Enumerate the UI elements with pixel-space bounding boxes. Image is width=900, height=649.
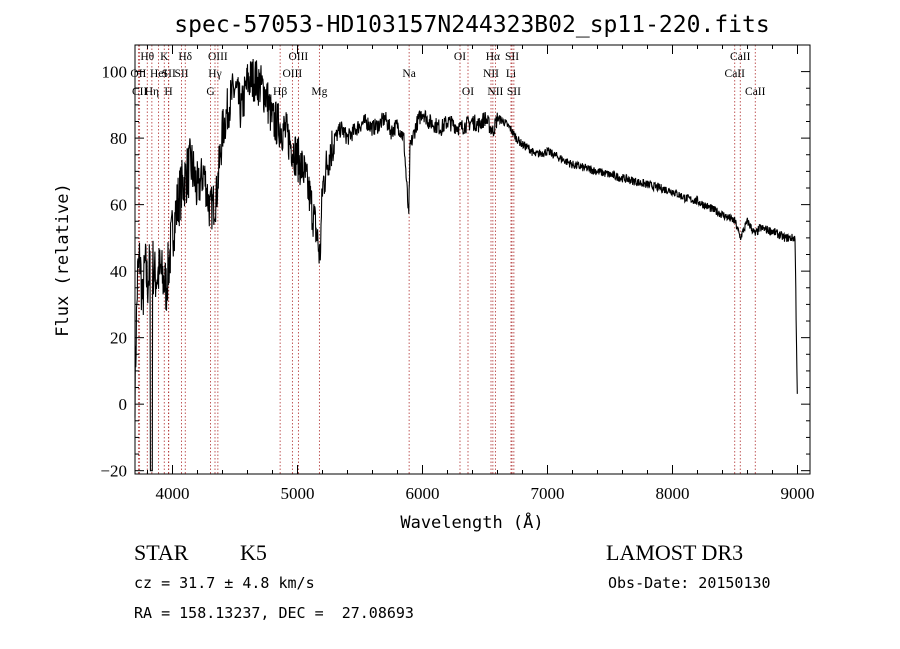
spectral-line-label: Hθ: [140, 51, 154, 63]
y-tick-label: 0: [119, 395, 128, 414]
spectral-line-label: SII: [162, 68, 176, 80]
redshift-readout: cz = 31.7 ± 4.8 km/s: [134, 574, 315, 592]
spectral-line-label: Li: [506, 68, 516, 80]
object-class: STAR: [134, 540, 189, 565]
plot-frame: [134, 44, 811, 475]
spectral-line-label: SII: [507, 86, 521, 98]
coordinates-readout: RA = 158.13237, DEC = 27.08693: [134, 604, 414, 622]
spectral-line-markers: [137, 45, 756, 474]
spectral-line-label: CaII: [730, 51, 751, 63]
x-tick-label: 5000: [281, 484, 315, 503]
survey-name: LAMOST DR3: [606, 540, 744, 565]
spectral-line-label: SII: [174, 68, 188, 80]
x-tick-label: 9000: [781, 484, 815, 503]
y-tick-label: 20: [110, 329, 127, 348]
spectral-line-label: OI: [462, 86, 474, 98]
observation-date: Obs-Date: 20150130: [608, 574, 771, 592]
spectral-line-label: H: [164, 86, 172, 98]
spectral-line-label: CaII: [725, 68, 746, 80]
spectral-line-label: Hα: [486, 51, 500, 63]
spectral-line-label: CaII: [745, 86, 766, 98]
y-axis-label: Flux (relative): [53, 183, 73, 337]
x-axis-ticks: 4000 5000 6000 7000 8000 9000: [147, 45, 815, 503]
spectral-line-label: Hδ: [178, 51, 192, 63]
spectral-line-label: K: [160, 51, 169, 63]
spectral-line-label: OI: [454, 51, 466, 63]
chart-title: spec-57053-HD103157N244323B02_sp11-220.f…: [174, 12, 769, 38]
spectrum-chart: spec-57053-HD103157N244323B02_sp11-220.f…: [53, 12, 815, 533]
spectral-line-label: HeI: [150, 68, 167, 80]
spectral-line-label: SII: [505, 51, 519, 63]
spectral-line-label: OIII: [282, 68, 302, 80]
spectral-line-label: Na: [402, 68, 415, 80]
y-tick-label: 100: [102, 63, 128, 82]
y-axis-ticks: −20 0 20 40 60 80 100: [100, 63, 810, 481]
spectral-line-label: Hβ: [273, 86, 287, 98]
spectral-line-label: G: [206, 86, 214, 98]
y-tick-label: 80: [110, 129, 127, 148]
spectrum-line: [134, 58, 798, 472]
y-tick-label: 60: [110, 196, 127, 215]
spectral-line-label: OIII: [208, 51, 228, 63]
spectral-line-label: Hγ: [208, 68, 221, 80]
y-tick-label: 40: [110, 262, 127, 281]
x-tick-label: 4000: [156, 484, 190, 503]
spectral-line-label: OII: [130, 68, 146, 80]
spectral-line-label: Mg: [311, 86, 327, 98]
x-tick-label: 6000: [406, 484, 440, 503]
spectral-line-label: NII: [487, 86, 503, 98]
spectral-line-label: CII: [132, 86, 148, 98]
x-tick-label: 8000: [656, 484, 690, 503]
spectral-line-label: OIII: [288, 51, 308, 63]
spectral-line-label: Hη: [145, 86, 159, 98]
object-subclass: K5: [240, 540, 267, 565]
spectral-line-label: NII: [483, 68, 499, 80]
x-tick-label: 7000: [531, 484, 565, 503]
y-tick-label: −20: [100, 462, 127, 481]
x-axis-label: Wavelength (Å): [400, 511, 543, 533]
